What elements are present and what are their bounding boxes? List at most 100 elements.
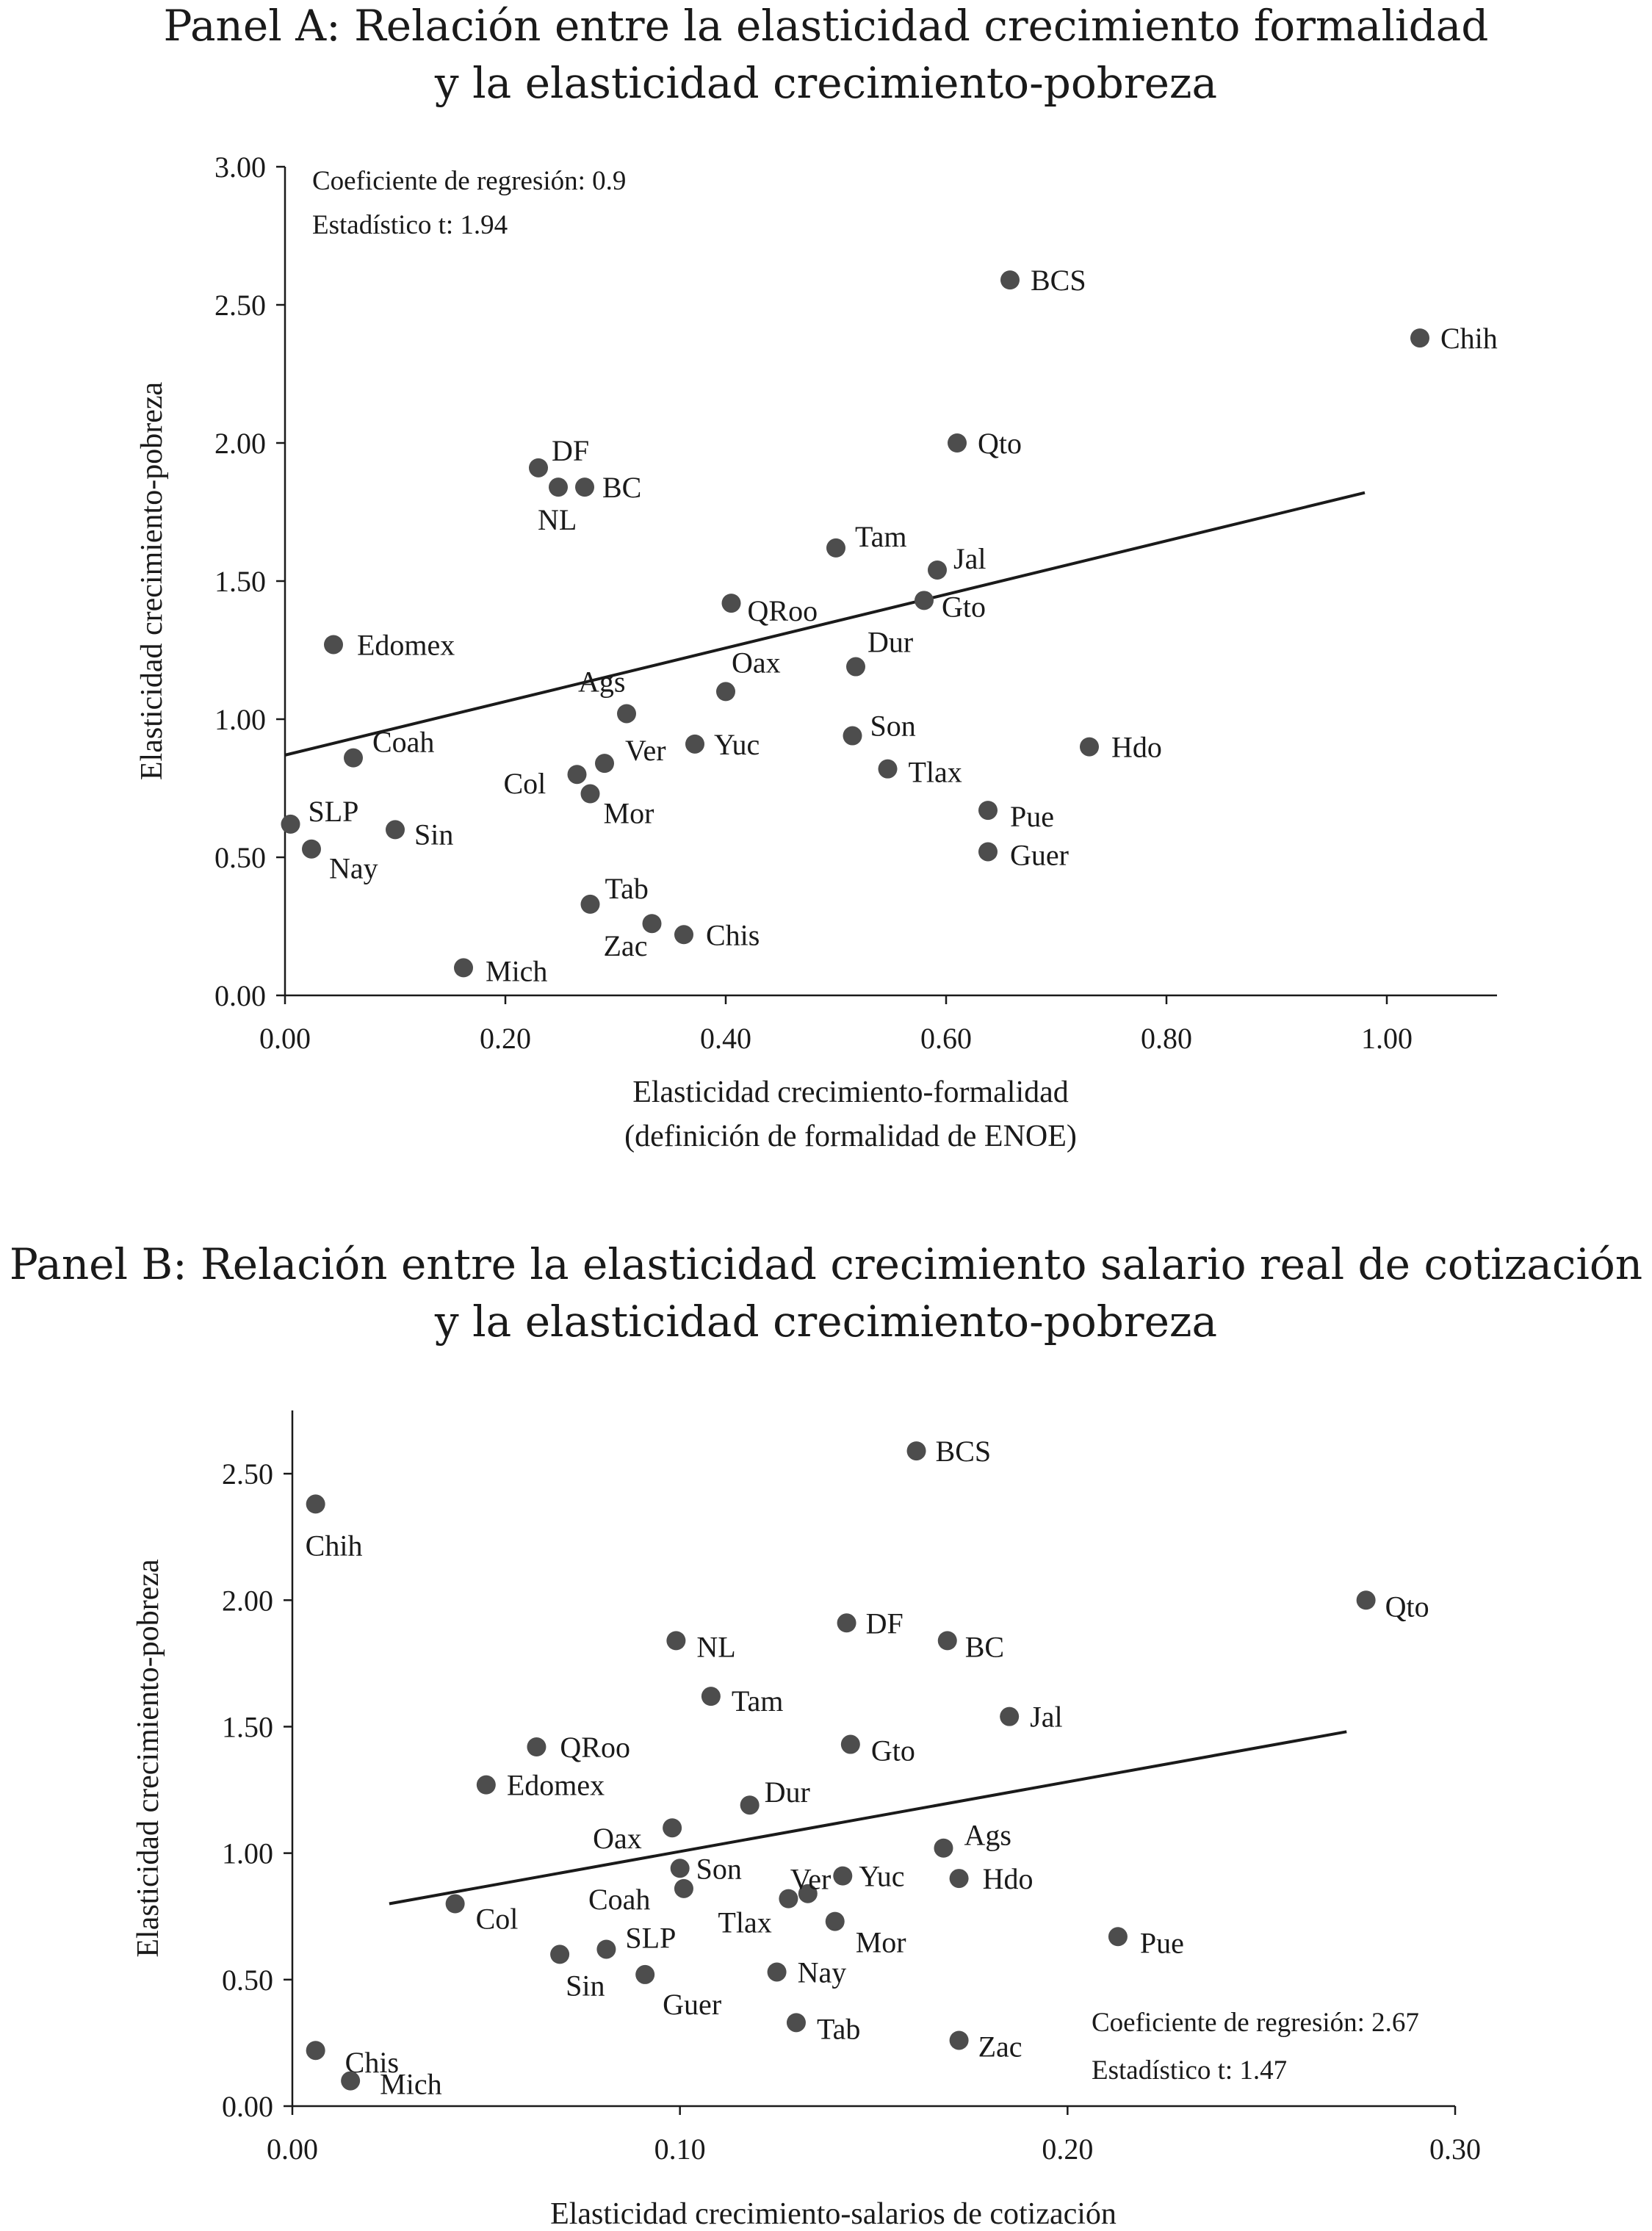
panel-b-point-label-coah: Coah bbox=[588, 1883, 650, 1916]
panel-a-point-son bbox=[843, 726, 862, 746]
panel-a-point-label-coah: Coah bbox=[372, 726, 434, 759]
panel-b-point-tam bbox=[701, 1687, 721, 1706]
panel-b-point-guer bbox=[635, 1964, 655, 1984]
panel-b-point-nay bbox=[767, 1962, 787, 1982]
panel-b-y-axis-title: Elasticidad crecimiento-pobreza bbox=[131, 1559, 165, 1958]
panel-b-point-label-ags: Ags bbox=[964, 1819, 1011, 1852]
panel-b-regression-annotation: Coeficiente de regresión: 2.67 bbox=[1092, 2008, 1419, 2038]
panel-a-regression-annotation: Estadístico t: 1.94 bbox=[312, 210, 508, 240]
panel-a-point-tlax bbox=[878, 759, 898, 779]
panel-a-point-label-mich: Mich bbox=[486, 954, 547, 987]
panel-b-point-label-guer: Guer bbox=[663, 1988, 721, 2021]
panel-b-y-tick-label: 1.00 bbox=[222, 1837, 273, 1870]
panel-a-point-hdo bbox=[1080, 737, 1099, 757]
panel-b-point-label-jal: Jal bbox=[1030, 1701, 1062, 1734]
panel-b-point-label-bc: BC bbox=[965, 1630, 1004, 1663]
panel-a-point-label-ags: Ags bbox=[578, 665, 625, 698]
panel-b-y-tick-label: 0.50 bbox=[222, 1964, 273, 1997]
panel-a-point-label-df: DF bbox=[552, 434, 589, 467]
panel-a-x-tick-label: 0.80 bbox=[1141, 1022, 1192, 1055]
panel-a-y-tick-label: 1.50 bbox=[214, 565, 266, 598]
panel-b-title-line-1: Panel B: Relación entre la elasticidad c… bbox=[9, 1239, 1643, 1289]
panel-a-point-oax bbox=[716, 682, 735, 702]
panel-b-point-qroo bbox=[527, 1737, 547, 1757]
panel-a-point-dur bbox=[846, 657, 865, 677]
panel-a-x-tick-label: 0.60 bbox=[920, 1022, 972, 1055]
panel-b-point-gto bbox=[840, 1734, 860, 1754]
panel-a-x-tick-label: 0.00 bbox=[259, 1022, 311, 1055]
panel-a-point-sin bbox=[386, 820, 405, 840]
panel-a-point-label-chis: Chis bbox=[706, 918, 760, 951]
panel-a-point-coah bbox=[344, 748, 363, 768]
panel-a-point-label-slp: SLP bbox=[309, 795, 359, 828]
panel-b-point-col bbox=[445, 1894, 465, 1914]
panel-a-point-mich bbox=[454, 958, 473, 978]
panel-a-point-pue bbox=[978, 801, 998, 821]
panel-b-point-df bbox=[837, 1613, 856, 1633]
panel-a-point-guer bbox=[978, 842, 998, 862]
panel-a-point-label-tlax: Tlax bbox=[909, 756, 962, 789]
panel-a-point-slp bbox=[281, 814, 300, 834]
panel-b-point-label-edomex: Edomex bbox=[507, 1769, 605, 1802]
panel-b-point-label-chih: Chih bbox=[306, 1529, 363, 1562]
panel-a-point-ags bbox=[617, 704, 636, 724]
panel-b-point-bc bbox=[937, 1631, 957, 1651]
panel-b-point-label-nay: Nay bbox=[798, 1956, 847, 1989]
panel-a-point-label-son: Son bbox=[870, 710, 916, 743]
panel-b-point-label-son: Son bbox=[696, 1852, 742, 1885]
panel-b-point-ver bbox=[798, 1884, 818, 1903]
panel-b-x-axis-title: Elasticidad crecimiento-salarios de coti… bbox=[550, 2197, 1117, 2231]
panel-a-x-tick-label: 1.00 bbox=[1361, 1022, 1413, 1055]
panel-b-point-tlax bbox=[779, 1889, 798, 1909]
panel-a-point-label-pue: Pue bbox=[1010, 800, 1054, 833]
panel-b-point-label-slp: SLP bbox=[625, 1921, 676, 1954]
panel-b-point-ags bbox=[934, 1838, 953, 1858]
panel-a-y-tick-label: 1.00 bbox=[214, 703, 266, 736]
panel-a-point-qto bbox=[948, 433, 967, 453]
panel-a-point-label-zac: Zac bbox=[604, 929, 648, 962]
panel-b-x-tick-label: 0.20 bbox=[1042, 2133, 1093, 2166]
panel-b-point-pue bbox=[1108, 1927, 1128, 1947]
panel-b-x-tick-label: 0.10 bbox=[654, 2133, 706, 2166]
panel-b-x-tick-label: 0.30 bbox=[1429, 2133, 1481, 2166]
panel-b-y-tick-label: 0.00 bbox=[222, 2090, 273, 2123]
panel-a-point-label-yuc: Yuc bbox=[714, 728, 760, 761]
panel-a-point-tam bbox=[826, 538, 845, 558]
panel-b-point-label-ver: Ver bbox=[790, 1863, 832, 1896]
panel-a-point-label-tab: Tab bbox=[605, 872, 649, 905]
panel-a-point-bcs bbox=[1000, 270, 1020, 290]
panel-a-point-qroo bbox=[721, 594, 741, 613]
panel-a-point-label-mor: Mor bbox=[604, 797, 654, 830]
panel-b-y-tick-label: 2.00 bbox=[222, 1584, 273, 1617]
panel-a-x-axis-title: (definición de formalidad de ENOE) bbox=[624, 1120, 1077, 1153]
panel-b-title-line-2: y la elasticidad crecimiento-pobreza bbox=[434, 1297, 1218, 1347]
panel-a-x-tick-label: 0.20 bbox=[480, 1022, 531, 1055]
panel-b-y-tick-label: 2.50 bbox=[222, 1457, 273, 1491]
panel-a-point-yuc bbox=[685, 734, 704, 754]
panel-a-point-mor bbox=[580, 784, 600, 804]
panel-a-point-nay bbox=[302, 839, 321, 859]
panel-a-point-chis bbox=[674, 925, 693, 945]
panel-b-point-mor bbox=[825, 1911, 845, 1931]
panel-b-point-label-hdo: Hdo bbox=[983, 1862, 1034, 1895]
panel-b-point-slp bbox=[596, 1939, 616, 1959]
panel-a-point-ver bbox=[595, 754, 614, 774]
panel-a-scatter-chart: 0.00 0.50 1.00 1.50 2.00 2.50 3.00 0.00 0.20 0.40… bbox=[135, 151, 1498, 1153]
panel-b-point-coah bbox=[674, 1878, 693, 1898]
panel-b-point-label-qto: Qto bbox=[1385, 1590, 1429, 1623]
panel-a-y-axis-title: Elasticidad crecimiento-pobreza bbox=[135, 382, 169, 781]
panel-b-point-label-gto: Gto bbox=[871, 1734, 915, 1767]
panel-a-point-label-sin: Sin bbox=[414, 818, 453, 851]
panel-b-point-label-oax: Oax bbox=[593, 1822, 642, 1855]
panel-b-point-dur bbox=[740, 1795, 760, 1815]
panel-a-point-label-gto: Gto bbox=[942, 590, 986, 623]
panel-a-point-label-edomex: Edomex bbox=[357, 628, 455, 661]
panel-b-regression-annotation: Estadístico t: 1.47 bbox=[1092, 2055, 1287, 2086]
panel-b-point-label-mich: Mich bbox=[380, 2068, 441, 2101]
panel-b-point-bcs bbox=[906, 1441, 926, 1461]
panel-a-regression-annotation: Coeficiente de regresión: 0.9 bbox=[312, 166, 626, 196]
panel-b-point-label-qroo: QRoo bbox=[560, 1731, 630, 1764]
panel-b-point-jal bbox=[1000, 1706, 1020, 1726]
panel-a-point-bc bbox=[575, 477, 594, 497]
panel-b-point-label-sin: Sin bbox=[566, 1969, 605, 2002]
